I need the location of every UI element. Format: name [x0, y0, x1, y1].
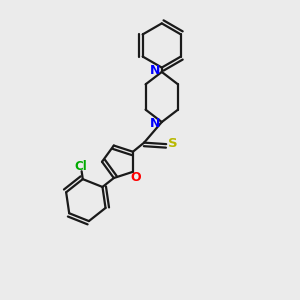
Text: N: N [150, 64, 160, 77]
Text: N: N [150, 117, 160, 130]
Text: Cl: Cl [74, 160, 87, 172]
Text: S: S [168, 137, 178, 150]
Text: O: O [130, 171, 141, 184]
